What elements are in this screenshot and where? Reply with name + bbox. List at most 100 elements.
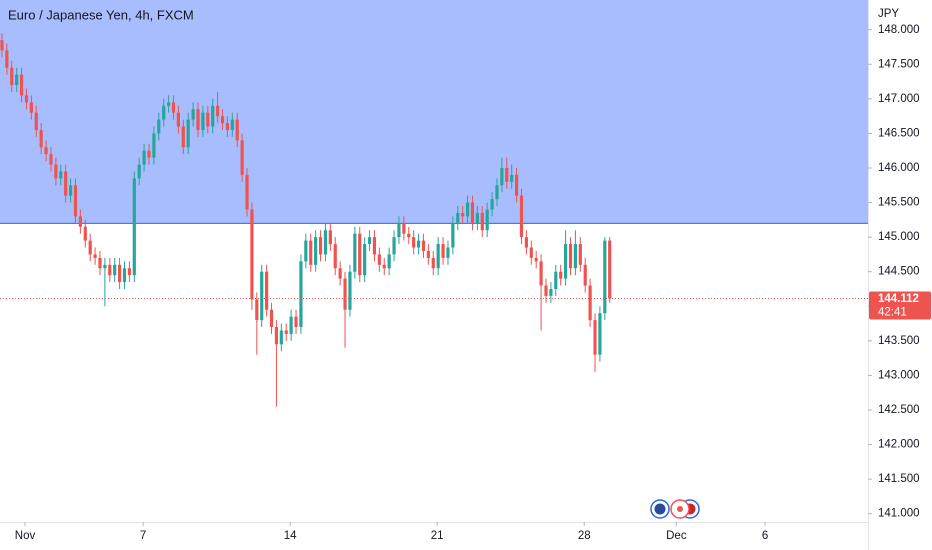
candle-body [470, 202, 475, 224]
y-tick-label: 143.000 [878, 369, 920, 381]
candle-body [78, 216, 82, 227]
candle-body [44, 147, 48, 155]
candle-body [0, 40, 4, 51]
candle-body [524, 237, 528, 248]
event-icon-inner [677, 506, 683, 512]
candle-body [304, 240, 308, 262]
candle-body [255, 299, 259, 321]
candle-body [181, 126, 185, 148]
candle-body [117, 264, 122, 283]
candle-body [485, 209, 489, 231]
candle-body [392, 237, 396, 255]
candle-body [127, 268, 131, 276]
candle-body [245, 174, 249, 210]
y-tick-label: 148.000 [878, 24, 920, 36]
candle-body [147, 150, 151, 158]
candle-body [103, 264, 107, 269]
candle-body [29, 102, 33, 113]
candle-body [108, 264, 112, 276]
x-tick-label: 21 [431, 530, 444, 542]
candle-body [544, 285, 548, 296]
candle-body [186, 119, 190, 148]
candle-body [367, 237, 372, 245]
candle-body [68, 185, 73, 196]
candle-body [211, 105, 215, 127]
candle-body [206, 112, 210, 127]
candle-body [162, 105, 166, 120]
candle-body [431, 257, 435, 269]
candle-body [529, 247, 533, 258]
candle-body [152, 133, 156, 158]
candle-body [397, 223, 401, 238]
candle-body [475, 212, 479, 224]
candle-body [505, 168, 509, 182]
candle-body [201, 112, 205, 130]
x-tick-label: 28 [578, 530, 591, 542]
candle-body [39, 129, 43, 148]
candle-body [603, 240, 607, 314]
candle-body [59, 171, 63, 179]
y-tick-label: 146.000 [878, 162, 920, 174]
candle-body [5, 50, 9, 68]
candle-body [363, 244, 367, 276]
y-tick-label: 146.500 [878, 127, 920, 139]
x-tick-label: Nov [15, 530, 36, 542]
candle-body [54, 164, 58, 179]
candle-body [426, 250, 430, 258]
candle-body [372, 237, 377, 255]
candle-body [250, 209, 254, 300]
event-icons[interactable] [650, 499, 700, 519]
candle-body [15, 74, 19, 86]
y-tick-label: 145.000 [878, 231, 920, 243]
candle-body [34, 112, 38, 130]
candle-body [510, 174, 514, 182]
candle-body [88, 240, 92, 255]
event-icon-inner [654, 503, 666, 515]
y-tick-label: 142.500 [878, 404, 920, 416]
candle-body [294, 316, 298, 328]
y-tick-label: 142.000 [878, 439, 920, 451]
currency-label: JPY [878, 8, 899, 20]
candle-body [260, 271, 264, 321]
candle-body [196, 109, 200, 130]
candle-body [343, 278, 347, 310]
candle-body [191, 109, 195, 120]
candle-body [157, 119, 161, 134]
candle-body [289, 316, 293, 334]
candle-body [500, 168, 504, 186]
candle-body [549, 289, 553, 296]
candle-body [230, 119, 234, 130]
y-tick-label: 147.500 [878, 58, 920, 70]
candle-body [461, 212, 465, 217]
candle-body [514, 174, 519, 196]
candle-body [265, 271, 269, 310]
candle-body [338, 268, 342, 279]
chart-title: Euro / Japanese Yen, 4h, FXCM [8, 7, 194, 22]
candle-body [490, 199, 494, 210]
candle-body [176, 112, 180, 127]
candle-body [98, 257, 102, 269]
candle-body [73, 185, 78, 217]
candle-body [416, 240, 421, 248]
candle-body [142, 150, 146, 165]
candle-body [122, 268, 127, 283]
candle-body [348, 271, 352, 310]
candle-body [412, 237, 416, 248]
candle-body [284, 330, 288, 334]
y-tick-label: 141.000 [878, 508, 920, 520]
candle-body [534, 257, 538, 262]
candle-body [10, 67, 14, 86]
candle-body [333, 244, 337, 269]
candle-body [171, 102, 176, 113]
candle-body [93, 254, 97, 258]
last-price-label: 144.112 [878, 293, 919, 305]
candle-body [465, 202, 470, 217]
last-price-box [869, 291, 931, 320]
candle-body [495, 185, 499, 200]
candle-body [314, 237, 318, 265]
zone [0, 0, 868, 224]
candle-body [441, 244, 445, 258]
candle-body [279, 330, 283, 345]
candle-body [387, 254, 391, 269]
candle-body [269, 309, 274, 328]
